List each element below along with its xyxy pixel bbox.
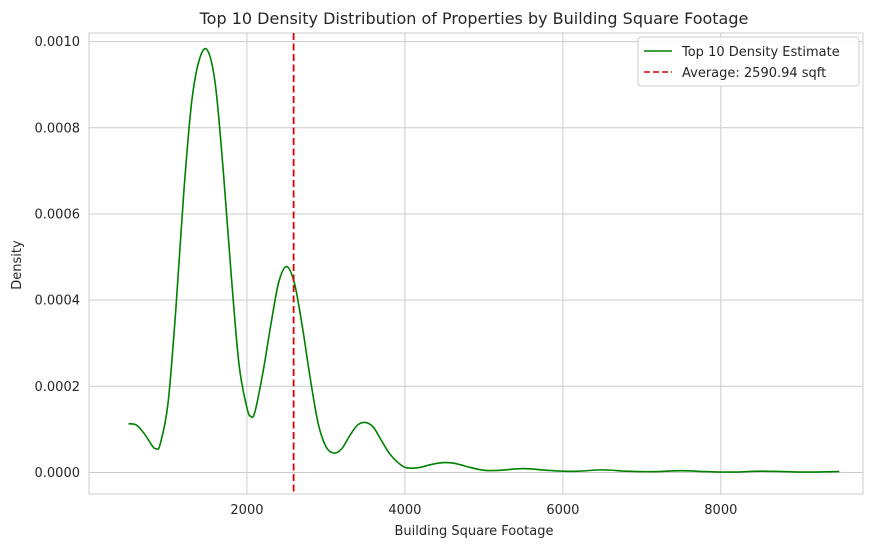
axes: 2000 4000 6000 8000 0.0000 0.0002 0.0004 0.0006…: [35, 32, 864, 518]
x-tick-label-2000: 2000: [230, 503, 263, 518]
legend: Top 10 Density Estimate Average: 2590.94…: [637, 36, 860, 87]
y-tick-label-0.0000: 0.0000: [35, 466, 81, 481]
y-axis-title: Density: [10, 240, 25, 290]
legend-label-density-estimate: Top 10 Density Estimate: [681, 45, 840, 60]
x-tick-label-4000: 4000: [388, 503, 421, 518]
series-line-0: [128, 47, 840, 473]
chart-title: Top 10 Density Distribution of Propertie…: [199, 9, 749, 28]
y-tick-label-0.0008: 0.0008: [35, 121, 81, 136]
y-tick-label-0.0006: 0.0006: [35, 207, 81, 222]
y-tick-label-0.0002: 0.0002: [35, 380, 81, 395]
plot-frame: [88, 32, 864, 495]
y-tick-label-0.0010: 0.0010: [35, 35, 81, 50]
x-tick-label-8000: 8000: [704, 503, 737, 518]
x-axis-title: Building Square Footage: [394, 524, 553, 539]
legend-frame: [637, 36, 860, 87]
y-tick-label-0.0004: 0.0004: [35, 294, 81, 309]
x-tick-label-6000: 6000: [546, 503, 579, 518]
legend-label-average: Average: 2590.94 sqft: [682, 66, 826, 81]
plot-area: [128, 33, 840, 494]
grid: [89, 33, 863, 494]
